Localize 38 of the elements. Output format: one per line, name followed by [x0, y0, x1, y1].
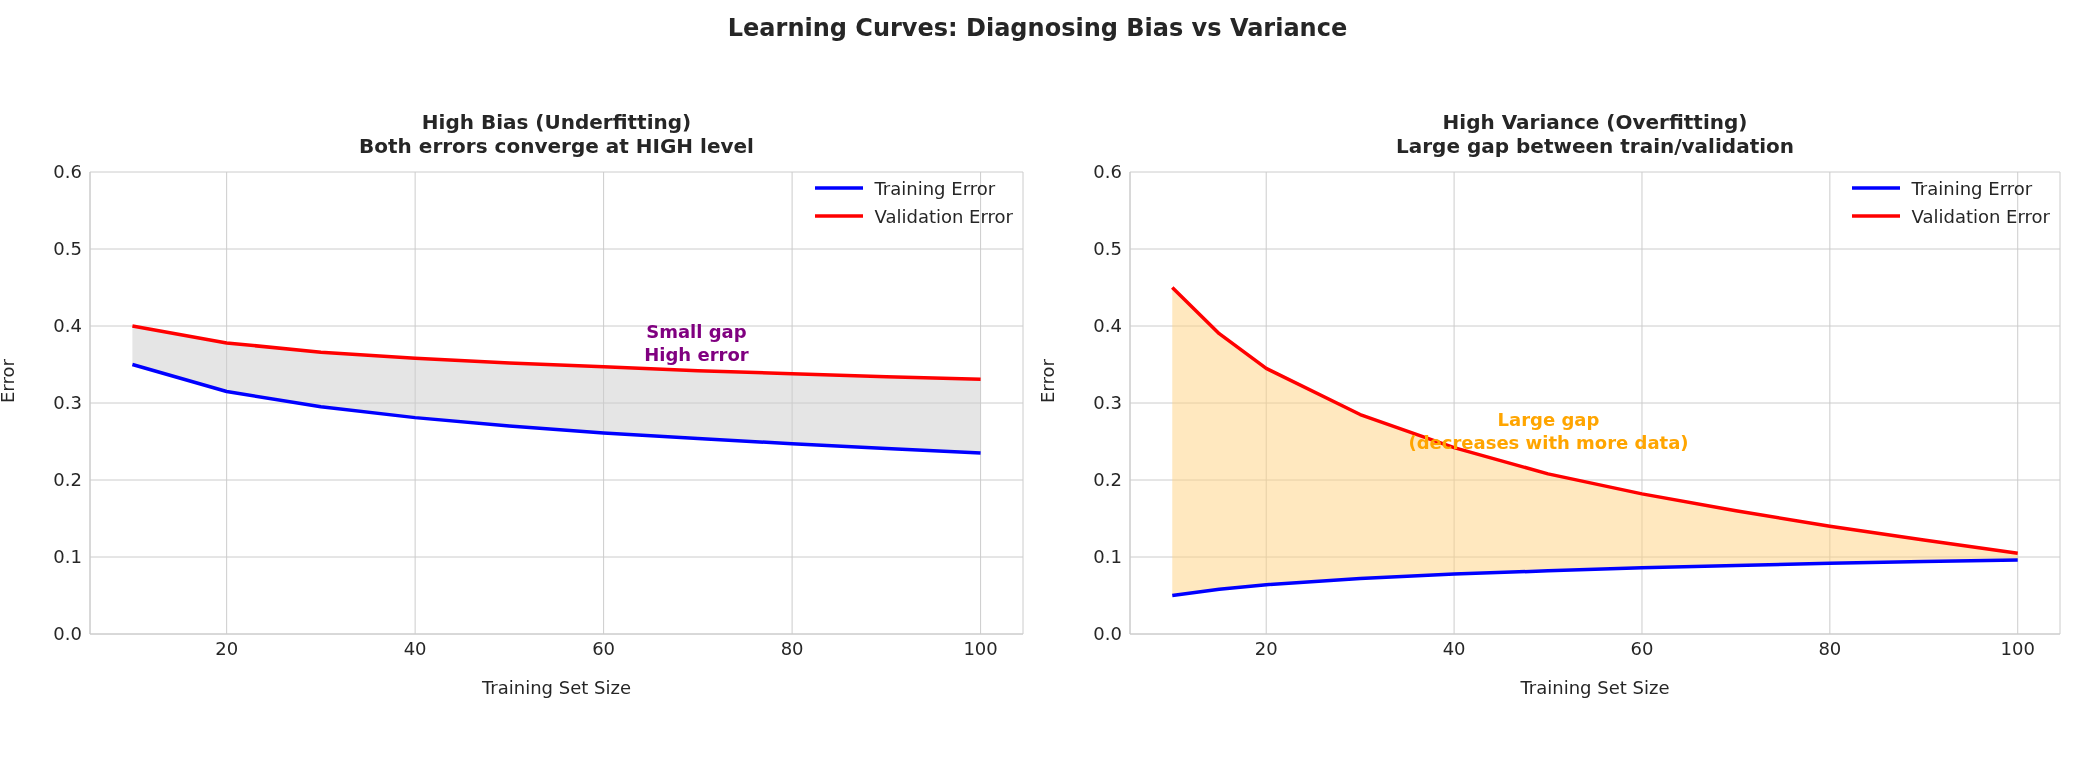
y-tick-label: 0.1	[53, 546, 82, 568]
legend-label: Validation Error	[1911, 205, 2050, 227]
chart-subtitle: High Bias (Underfitting) Both errors converge at HIGH level	[358, 110, 755, 158]
legend-label: Training Error	[1911, 177, 2033, 199]
y-tick-label: 0.4	[53, 315, 82, 337]
x-tick-label: 40	[1442, 637, 1466, 659]
x-axis-title: Training Set Size	[481, 677, 631, 698]
x-tick-label: 40	[403, 637, 427, 659]
x-tick-label: 80	[780, 637, 804, 659]
x-tick-label: 80	[1818, 637, 1842, 659]
line-series	[1170, 558, 2020, 598]
line-series	[130, 324, 983, 381]
y-tick-label: 0.2	[53, 469, 82, 491]
y-axis-title: Error	[0, 358, 19, 403]
legend-label: Training Error	[874, 177, 996, 199]
y-tick-label: 0.1	[1093, 546, 1122, 568]
x-axis-title: Training Set Size	[1519, 677, 1670, 698]
chart-title: Learning Curves: Diagnosing Bias vs Variance	[726, 14, 1349, 42]
y-tick-label: 0.4	[1093, 315, 1122, 337]
chart-subtitle: High Variance (Overfitting) Large gap between train/validation	[1394, 110, 1796, 158]
x-tick-label: 60	[1630, 637, 1654, 659]
y-tick-label: 0.5	[53, 238, 82, 260]
y-tick-label: 0.6	[53, 161, 82, 183]
y-tick-label: 0.2	[1093, 469, 1122, 491]
x-tick-label: 100	[963, 637, 998, 659]
y-tick-label: 0.6	[1093, 161, 1122, 183]
y-tick-label: 0.3	[53, 392, 82, 414]
x-tick-label: 20	[1254, 637, 1278, 659]
legend-label: Validation Error	[874, 205, 1013, 227]
annotation: Small gap High error	[644, 319, 749, 366]
x-tick-label: 60	[592, 637, 616, 659]
y-tick-label: 0.0	[53, 623, 82, 645]
y-tick-label: 0.3	[1093, 392, 1122, 414]
y-tick-label: 0.5	[1093, 238, 1122, 260]
y-axis-title: Error	[1037, 358, 1059, 403]
x-tick-label: 100	[2000, 637, 2035, 659]
x-tick-label: 20	[215, 637, 239, 659]
y-tick-label: 0.0	[1093, 623, 1122, 645]
